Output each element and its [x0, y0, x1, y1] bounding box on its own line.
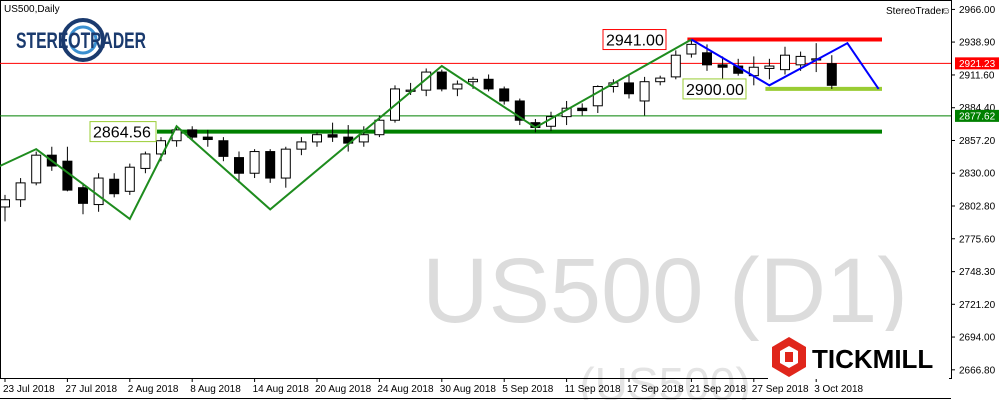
- x-tick-label: 3 Oct 2018: [814, 384, 863, 395]
- candle-bear: [514, 100, 525, 121]
- green-level-marker: [955, 109, 999, 122]
- candle-bull: [358, 134, 369, 143]
- logo-ring-inner-icon: [68, 25, 98, 55]
- x-tick-label: 21 Sep 2018: [689, 384, 746, 395]
- candle-bear: [702, 52, 712, 66]
- candle-bull: [421, 71, 432, 91]
- tickmill-hexagon-core-icon: [785, 352, 793, 362]
- candle-bull: [140, 153, 151, 169]
- tickmill-text: TICKMILL: [812, 344, 933, 374]
- candle-bear: [624, 82, 634, 95]
- candle-bull: [0, 199, 10, 208]
- y-tick-label: 2694.00: [959, 333, 996, 344]
- x-tick-label: 24 Aug 2018: [377, 384, 434, 395]
- watermark-subsymbol: (US500): [579, 358, 750, 400]
- x-tick-label: 2 Aug 2018: [128, 384, 179, 395]
- candle-bear: [436, 71, 447, 90]
- x-tick-label: 11 Sep 2018: [565, 384, 621, 395]
- candle-bull: [655, 77, 666, 83]
- x-tick-label: 14 Aug 2018: [253, 384, 310, 395]
- smiley-icon: ☺: [941, 6, 951, 17]
- x-tick-label: 27 Jul 2018: [65, 384, 117, 395]
- current-price-marker-label: 2921.23: [959, 59, 996, 70]
- candle-bull: [296, 141, 307, 150]
- support-line-long-label-box: [89, 121, 157, 143]
- candle-bull: [764, 65, 775, 69]
- y-tick-label: 2802.80: [959, 202, 996, 213]
- zigzag-blue-line: [690, 38, 880, 90]
- candle-bull: [686, 43, 697, 55]
- x-tick-label: 27 Sep 2018: [752, 384, 809, 395]
- watermark-symbol: US500 (D1): [422, 240, 908, 342]
- y-tick-label: 2857.20: [959, 136, 996, 147]
- stereotrader-logo-text: STEREOTRADER: [16, 28, 146, 53]
- candle-bull: [468, 78, 478, 83]
- y-tick-label: 2966.00: [959, 5, 996, 16]
- candle-bear: [499, 88, 510, 102]
- candle-bear: [109, 178, 120, 195]
- support-line-long-label: 2864.56: [93, 125, 151, 142]
- candle-bull: [780, 54, 790, 71]
- x-tick-label: 20 Aug 2018: [315, 384, 372, 395]
- level-lines: [0, 37, 951, 134]
- y-tick-label: 2666.80: [959, 365, 996, 376]
- y-tick-label: 2938.90: [959, 38, 996, 49]
- support-line-short-label-box: [682, 78, 747, 100]
- green-level-marker-label: 2877.62: [959, 111, 996, 122]
- stereotrader-logo: STEREOTRADER: [16, 18, 146, 62]
- candle-bear: [826, 63, 837, 86]
- y-tick-label: 2748.30: [959, 267, 996, 278]
- current-price-marker: [955, 57, 999, 70]
- candle-bear: [717, 64, 728, 68]
- candle-bear: [234, 157, 244, 174]
- indicator-label: StereoTrader: [886, 6, 945, 17]
- y-tick-label: 2830.00: [959, 169, 996, 180]
- candle-bear: [577, 107, 588, 112]
- candle-bear: [265, 151, 276, 179]
- level-labels: 2941.00 2900.00 2864.56: [89, 29, 747, 143]
- candle-bull: [280, 148, 291, 179]
- x-tick-label: 30 Aug 2018: [440, 384, 497, 395]
- candle-bull: [374, 119, 385, 136]
- candle-bull: [795, 55, 806, 66]
- candle-bull: [670, 54, 681, 78]
- candle-bull: [639, 81, 650, 102]
- symbol-label: US500,Daily: [4, 4, 60, 15]
- resistance-line-label-box: [602, 29, 667, 51]
- candle-bull: [93, 177, 104, 206]
- tickmill-logo: TICKMILL: [768, 331, 949, 379]
- candle-bear: [78, 187, 88, 204]
- candle-bull: [592, 86, 603, 107]
- x-tick-label: 17 Sep 2018: [627, 384, 684, 395]
- x-tick-label: 23 Jul 2018: [3, 384, 55, 395]
- candle-bull: [312, 134, 322, 143]
- candle-bull: [124, 166, 135, 192]
- candle-bull: [31, 154, 42, 184]
- support-line-short-label: 2900.00: [686, 82, 744, 99]
- candle-bear: [483, 78, 494, 90]
- candle-bull: [452, 83, 463, 90]
- candle-bull: [249, 151, 260, 174]
- candle-bear: [218, 140, 229, 157]
- zigzag-green-line: [0, 38, 692, 221]
- x-axis: 23 Jul 2018 27 Jul 2018 2 Aug 2018 8 Aug 20…: [3, 378, 864, 395]
- zigzag-lines: [0, 38, 880, 221]
- y-tick-label: 2721.20: [959, 300, 996, 311]
- y-axis: 2966.00 2938.90 2911.60 2884.40 2857.20 2830.…: [951, 5, 999, 376]
- candle-bull: [15, 182, 26, 201]
- candle-bear: [202, 136, 213, 141]
- candle-bear: [187, 129, 198, 138]
- x-tick-label: 8 Aug 2018: [190, 384, 241, 395]
- logo-ring-icon: [61, 18, 105, 62]
- y-tick-label: 2775.60: [959, 234, 996, 245]
- resistance-line-label: 2941.00: [606, 33, 664, 50]
- plot-frame: [0, 0, 952, 379]
- y-tick-label: 2911.60: [959, 70, 995, 81]
- x-tick-label: 5 Sep 2018: [502, 384, 554, 395]
- candle-bear: [327, 134, 338, 138]
- y-tick-label: 2884.40: [959, 103, 996, 114]
